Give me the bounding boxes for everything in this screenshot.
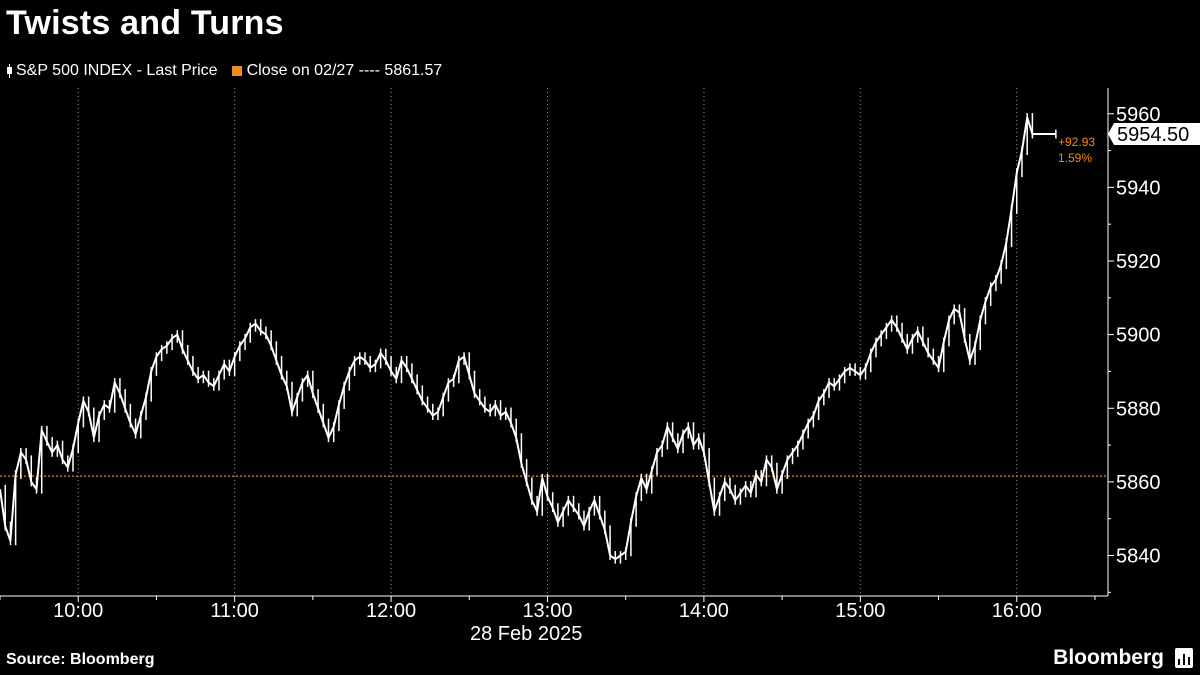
source-note: Source: Bloomberg <box>6 651 155 668</box>
chart-title: Twists and Turns <box>6 4 284 42</box>
last-price-group: 5954.50 +92.93 1.59% <box>1058 123 1200 165</box>
last-price-value: 5954.50 <box>1117 124 1189 146</box>
y-tick-label: 5840 <box>1116 546 1161 568</box>
bar-chart-icon <box>1175 648 1193 668</box>
date-label: 28 Feb 2025 <box>470 623 583 645</box>
series-line <box>0 117 1056 561</box>
x-tick-label: 14:00 <box>679 600 729 622</box>
y-tick-label: 5900 <box>1116 325 1161 347</box>
y-tick-label: 5880 <box>1116 398 1161 420</box>
axes <box>0 88 1109 602</box>
y-tick-label: 5920 <box>1116 251 1161 273</box>
series-group <box>0 113 1057 564</box>
legend-item-reference: Close on 02/27 ---- 5861.57 <box>231 62 443 80</box>
legend-series-label: S&P 500 INDEX - Last Price <box>16 62 218 79</box>
x-axis-ticks: 10:00 11:00 12:00 13:00 14:00 15:00 16:00 <box>53 600 1042 622</box>
last-price-change-pct: 1.59% <box>1058 151 1092 165</box>
legend: S&P 500 INDEX - Last Price Close on 02/2… <box>6 60 456 82</box>
x-tick-label: 12:00 <box>366 600 416 622</box>
y-axis-ticks: 5840 5860 5880 5900 5920 5940 5960 <box>1108 104 1161 593</box>
legend-reference-label: Close on 02/27 ---- 5861.57 <box>246 62 443 79</box>
x-tick-label: 16:00 <box>992 600 1042 622</box>
x-tick-label: 11:00 <box>210 600 259 622</box>
legend-item-series: S&P 500 INDEX - Last Price <box>6 62 218 80</box>
last-price-badge <box>1108 123 1200 146</box>
x-tick-label: 15:00 <box>835 600 885 622</box>
y-tick-label: 5860 <box>1116 472 1161 494</box>
y-tick-label: 5940 <box>1116 177 1161 199</box>
reference-swatch <box>231 66 242 76</box>
candlestick-icon <box>6 64 14 78</box>
last-price-change: +92.93 <box>1058 135 1095 149</box>
brand-logo: Bloomberg <box>1053 646 1164 669</box>
x-tick-label: 13:00 <box>522 600 572 622</box>
y-tick-label: 5960 <box>1116 104 1161 126</box>
x-tick-label: 10:00 <box>53 600 103 622</box>
